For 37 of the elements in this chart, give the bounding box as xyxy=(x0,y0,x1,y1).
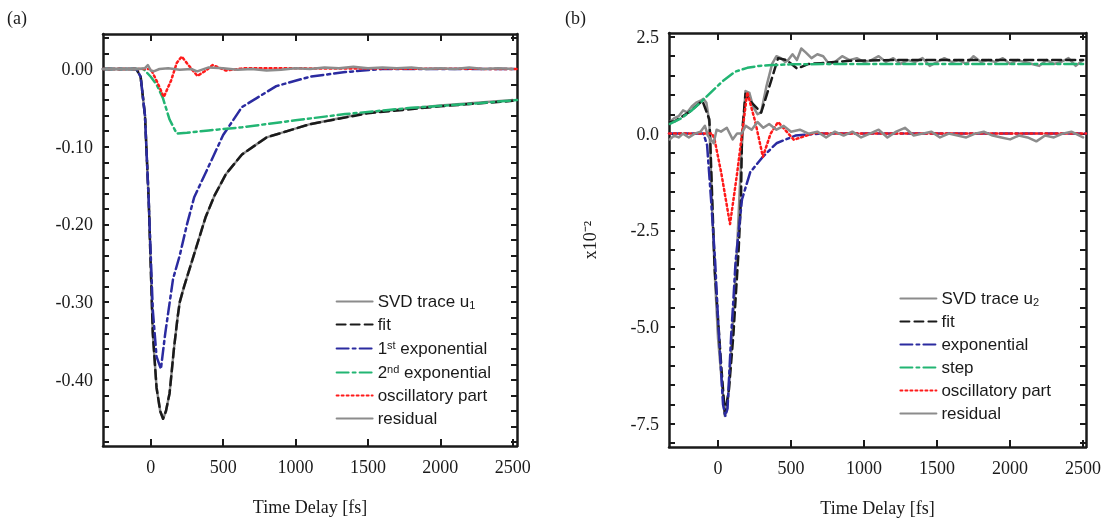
y-tick-label: -0.10 xyxy=(55,136,93,157)
y-tick-label: 2.5 xyxy=(636,26,659,47)
y-tick-label: -0.30 xyxy=(55,292,93,313)
y-tick-label: 0.0 xyxy=(636,123,659,144)
x-tick-label: 1000 xyxy=(846,458,883,478)
chart-title: (a) xyxy=(7,8,27,29)
legend-label: oscillatory part xyxy=(377,386,488,405)
legend-label: residual xyxy=(941,404,1001,423)
x-tick-label: 0 xyxy=(146,457,156,477)
x-tick-label: 1500 xyxy=(919,458,956,478)
x-tick-label: 2500 xyxy=(494,457,531,477)
x-tick-label: 2500 xyxy=(1065,458,1102,478)
x-tick-label: 2000 xyxy=(422,457,459,477)
legend-label: fit xyxy=(377,315,392,334)
legend-label: SVD trace u1 xyxy=(377,292,476,311)
x-axis-title: Time Delay [fs] xyxy=(252,497,368,517)
legend-label: fit xyxy=(941,312,955,331)
legend-label: exponential xyxy=(941,335,1029,354)
legend-label: oscillatory part xyxy=(941,381,1052,400)
legend-label: SVD trace u2 xyxy=(941,289,1040,308)
y-tick-label: -0.40 xyxy=(55,369,93,390)
y-tick-label: 0.00 xyxy=(61,58,93,79)
y-axis-title: x10⁻² xyxy=(580,220,600,260)
legend-label: residual xyxy=(377,409,438,428)
x-tick-label: 500 xyxy=(777,458,805,478)
x-tick-label: 1000 xyxy=(277,457,314,477)
y-tick-label: -2.5 xyxy=(630,220,659,241)
x-tick-label: 1500 xyxy=(349,457,386,477)
y-tick-label: -5.0 xyxy=(630,317,659,338)
y-tick-label: -0.20 xyxy=(55,214,93,235)
x-tick-label: 2000 xyxy=(992,458,1029,478)
x-axis-title: Time Delay [fs] xyxy=(820,498,935,518)
legend-label: step xyxy=(941,358,974,377)
x-tick-label: 500 xyxy=(209,457,237,477)
x-tick-label: 0 xyxy=(713,458,723,478)
chart-title: (b) xyxy=(565,8,586,29)
y-tick-label: -7.5 xyxy=(630,413,659,434)
